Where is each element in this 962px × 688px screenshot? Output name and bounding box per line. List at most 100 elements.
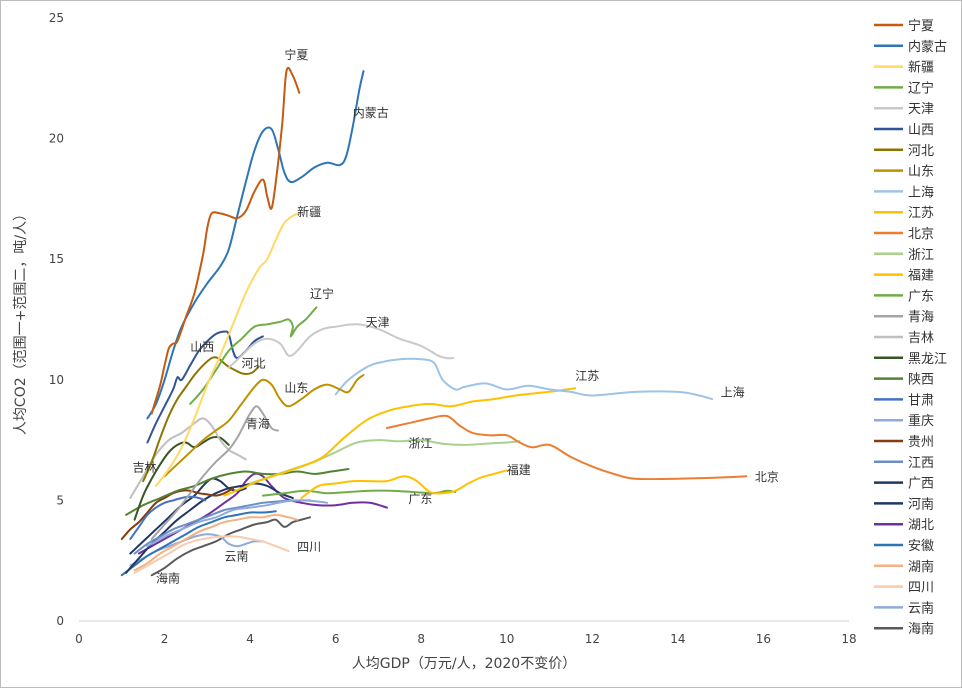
- legend-label: 浙江: [908, 248, 934, 263]
- legend-item: 吉林: [874, 331, 934, 346]
- series-annotation: 山西: [190, 340, 214, 354]
- legend-label: 重庆: [908, 413, 934, 429]
- series-lines: [120, 66, 748, 577]
- legend-item: 浙江: [874, 248, 934, 263]
- legend-label: 甘肃: [908, 393, 934, 408]
- y-axis-title: 人均CO2（范围一+范围二，吨/人）: [12, 207, 29, 435]
- legend-item: 云南: [874, 600, 934, 616]
- legend-label: 广东: [908, 289, 934, 304]
- x-tick-label: 0: [75, 632, 83, 646]
- series-line-浙江: [249, 439, 521, 485]
- legend-label: 辽宁: [908, 80, 934, 96]
- y-tick-labels: 0 5 10 15 20 25: [49, 11, 64, 628]
- legend-label: 四川: [908, 581, 934, 596]
- series-line-江西: [133, 499, 311, 555]
- series-annotation: 新疆: [297, 204, 321, 219]
- legend-label: 江西: [908, 456, 934, 471]
- legend-item: 山西: [874, 123, 934, 138]
- series-line-天津: [227, 323, 455, 369]
- legend-label: 福建: [908, 269, 934, 284]
- legend-label: 吉林: [908, 331, 934, 346]
- x-tick-label: 14: [670, 632, 685, 646]
- x-tick-labels: 0 2 4 6 8 10 12 14 16 18: [75, 632, 856, 646]
- series-annotation: 山东: [284, 381, 308, 395]
- legend-item: 安徽: [874, 539, 934, 554]
- x-tick-label: 8: [417, 632, 425, 646]
- series-annotation: 广东: [408, 492, 432, 506]
- series-line-北京: [386, 414, 748, 481]
- series-annotation: 吉林: [132, 460, 156, 474]
- legend-item: 重庆: [874, 413, 934, 429]
- y-tick-label: 10: [49, 373, 64, 387]
- series-line-安徽: [120, 510, 277, 577]
- legend-item: 湖北: [874, 518, 934, 533]
- legend-label: 湖北: [908, 518, 934, 533]
- series-line-湖南: [133, 513, 299, 572]
- x-tick-label: 18: [841, 632, 856, 646]
- y-tick-label: 5: [56, 493, 64, 507]
- legend-item: 山东: [874, 165, 934, 180]
- series-line-福建: [300, 469, 508, 499]
- series-line-重庆: [146, 499, 329, 548]
- legend-item: 江苏: [874, 205, 934, 221]
- series-annotation: 云南: [224, 549, 248, 564]
- legend-label: 广西: [908, 477, 934, 492]
- legend-label: 河北: [908, 144, 934, 159]
- legend-label: 内蒙古: [908, 39, 947, 55]
- legend-item: 江西: [874, 456, 934, 471]
- legend-item: 宁夏: [874, 18, 934, 34]
- x-tick-label: 4: [246, 632, 254, 646]
- legend-label: 云南: [908, 600, 934, 616]
- legend-item: 陕西: [874, 373, 934, 388]
- series-line-四川: [133, 535, 290, 574]
- series-annotation: 四川: [297, 540, 321, 554]
- series-line-河北: [142, 356, 260, 483]
- series-line-广西: [129, 477, 247, 555]
- series-annotation: 青海: [246, 416, 270, 431]
- legend-label: 上海: [908, 185, 934, 200]
- legend-item: 海南: [874, 621, 934, 637]
- series-line-海南: [150, 516, 311, 577]
- x-tick-label: 2: [161, 632, 169, 646]
- series-annotation: 北京: [755, 470, 779, 484]
- series-annotation: 辽宁: [310, 286, 334, 301]
- series-annotation: 宁夏: [284, 47, 308, 62]
- series-annotation: 海南: [156, 570, 180, 585]
- y-tick-label: 0: [56, 614, 64, 628]
- series-line-新疆: [155, 212, 301, 487]
- legend-label: 山西: [908, 123, 934, 138]
- series-line-宁夏: [150, 66, 301, 415]
- legend-label: 河南: [908, 496, 934, 512]
- legend-item: 河北: [874, 144, 934, 159]
- series-annotation: 天津: [366, 316, 390, 330]
- legend-label: 青海: [908, 310, 934, 325]
- series-line-上海: [334, 357, 714, 401]
- legend-item: 内蒙古: [874, 39, 947, 55]
- legend-item: 黑龙江: [874, 352, 947, 367]
- legend-item: 上海: [874, 185, 934, 200]
- legend-label: 黑龙江: [908, 352, 947, 367]
- legend-label: 陕西: [908, 373, 934, 388]
- series-annotation: 浙江: [408, 436, 432, 450]
- y-tick-label: 20: [49, 132, 64, 146]
- legend-item: 天津: [874, 102, 934, 117]
- legend-item: 青海: [874, 310, 934, 325]
- x-tick-label: 12: [585, 632, 600, 646]
- y-tick-label: 15: [49, 252, 64, 266]
- series-line-辽宁: [189, 306, 318, 405]
- legend-label: 湖南: [908, 559, 934, 575]
- series-annotation: 江苏: [575, 369, 599, 383]
- series-annotation: 上海: [721, 385, 745, 400]
- series-line-黑龙江: [133, 435, 230, 521]
- series-line-青海: [150, 405, 279, 540]
- legend-label: 宁夏: [908, 18, 934, 34]
- series-line-甘肃: [129, 495, 207, 540]
- legend: 宁夏内蒙古新疆辽宁天津山西河北山东上海江苏北京浙江福建广东青海吉林黑龙江陕西甘肃…: [874, 18, 947, 637]
- series-annotation: 内蒙古: [353, 105, 389, 120]
- x-tick-label: 10: [499, 632, 514, 646]
- legend-item: 湖南: [874, 559, 934, 575]
- series-line-山东: [163, 374, 365, 478]
- legend-label: 江苏: [908, 205, 934, 221]
